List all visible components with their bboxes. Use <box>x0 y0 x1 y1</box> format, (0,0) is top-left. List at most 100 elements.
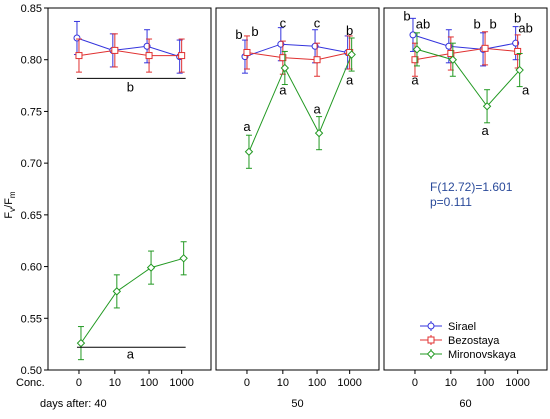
x-tick-label: 0 <box>412 377 418 389</box>
point-mironovskaya <box>412 45 422 54</box>
legend-label: Sirael <box>448 321 476 333</box>
point-bezostaya <box>75 52 83 60</box>
x-tick-label: 1000 <box>505 377 529 389</box>
stats-line-1: F(12.72)=1.601 <box>430 180 513 194</box>
significance-label: b <box>251 24 258 39</box>
significance-label: c <box>280 16 287 31</box>
x-tick-label: 100 <box>140 377 158 389</box>
day-label: 50 <box>291 398 303 410</box>
point-bezostaya <box>313 56 321 64</box>
point-sirael <box>409 31 417 39</box>
significance-label: ab <box>518 21 532 36</box>
series-line-sirael <box>412 34 516 50</box>
conc-label: Conc. <box>16 377 45 389</box>
point-bezostaya <box>514 47 522 55</box>
y-tick-label: 0.70 <box>21 158 42 170</box>
panel-1: ba <box>47 7 212 374</box>
significance-label: b <box>489 17 496 32</box>
point-bezostaya <box>178 52 186 60</box>
y-axis-label-part: /F <box>3 198 15 208</box>
significance-label: a <box>346 72 354 87</box>
y-axis-label-part: m <box>8 191 17 198</box>
panel-frame <box>47 7 212 371</box>
significance-label: a <box>481 123 489 138</box>
legend-marker-bezostaya <box>427 336 435 344</box>
significance-label: a <box>127 346 135 361</box>
point-bezostaya <box>411 56 419 64</box>
series-line-mironovskaya <box>416 48 521 108</box>
y-axis: 0.50 0.55 0.60 0.65 0.70 0.75 0.80 0.85 <box>21 3 48 377</box>
series-line-mironovskaya <box>80 257 184 344</box>
legend-label: Bezostaya <box>448 335 500 347</box>
x-tick-label: 10 <box>109 377 121 389</box>
legend: Sirael Bezostaya Mironovskaya <box>420 321 517 361</box>
point-mironovskaya <box>179 254 188 263</box>
x-tick-label: 10 <box>277 377 289 389</box>
point-bezostaya <box>279 54 287 62</box>
y-tick-label: 0.80 <box>21 55 42 67</box>
point-mironovskaya <box>112 287 122 296</box>
point-bezostaya <box>447 50 455 58</box>
x-tick-label: 0 <box>244 377 250 389</box>
series-line-sirael <box>244 43 348 58</box>
significance-label: b <box>127 80 134 95</box>
y-tick-label: 0.65 <box>21 210 42 222</box>
x-tick-label: 1000 <box>169 377 193 389</box>
series-line-bezostaya <box>414 47 518 61</box>
point-bezostaya <box>111 46 119 54</box>
point-bezostaya <box>145 52 153 60</box>
series-line-bezostaya <box>246 51 350 61</box>
legend-marker-mironovskaya <box>426 349 436 359</box>
significance-label: b <box>235 27 242 42</box>
y-tick-label: 0.85 <box>21 3 42 15</box>
point-mironovskaya <box>448 55 458 64</box>
point-mironovskaya <box>280 63 290 73</box>
y-axis-label-part: F <box>3 212 15 219</box>
y-tick-label: 0.60 <box>21 262 42 274</box>
day-label: 60 <box>459 398 471 410</box>
point-mironovskaya <box>347 50 356 59</box>
point-bezostaya <box>481 44 489 52</box>
y-axis-label: Fv/Fm <box>3 191 17 219</box>
significance-label: a <box>243 119 251 134</box>
legend-label: Mironovskaya <box>448 349 517 361</box>
point-mironovskaya <box>482 102 492 111</box>
y-tick-label: 0.75 <box>21 106 42 118</box>
x-tick-label: 0 <box>76 377 82 389</box>
stats-line-2: p=0.111 <box>430 195 472 209</box>
legend-marker-sirael <box>427 322 435 330</box>
significance-label: a <box>522 83 530 98</box>
y-axis-label-part: v <box>8 208 17 212</box>
significance-label: c <box>314 16 321 31</box>
point-bezostaya <box>243 48 251 56</box>
significance-label: b <box>346 23 353 38</box>
significance-label: b <box>403 8 410 23</box>
y-tick-label: 0.50 <box>21 365 42 377</box>
significance-label: b <box>514 10 521 25</box>
point-mironovskaya <box>515 65 524 75</box>
y-tick-label: 0.55 <box>21 313 42 325</box>
day-label: days after: 40 <box>40 398 107 410</box>
x-tick-label: 100 <box>308 377 326 389</box>
point-mironovskaya <box>244 147 254 156</box>
significance-label: a <box>411 72 419 87</box>
significance-label: ab <box>416 17 430 32</box>
x-tick-label: 10 <box>445 377 457 389</box>
significance-label: a <box>279 83 287 98</box>
panel-frame <box>215 7 380 371</box>
point-mironovskaya <box>314 128 324 138</box>
point-mironovskaya <box>76 338 86 348</box>
point-mironovskaya <box>146 263 156 272</box>
series-line-mironovskaya <box>248 54 353 152</box>
series-line-bezostaya <box>78 49 182 57</box>
series-line-sirael <box>76 37 180 58</box>
x-tick-label: 1000 <box>337 377 361 389</box>
x-tick-label: 100 <box>476 377 494 389</box>
x-axis-labels: 0 10 100 1000 days after: 40 0 10 100 1000 50 0 10 1… <box>16 377 530 410</box>
